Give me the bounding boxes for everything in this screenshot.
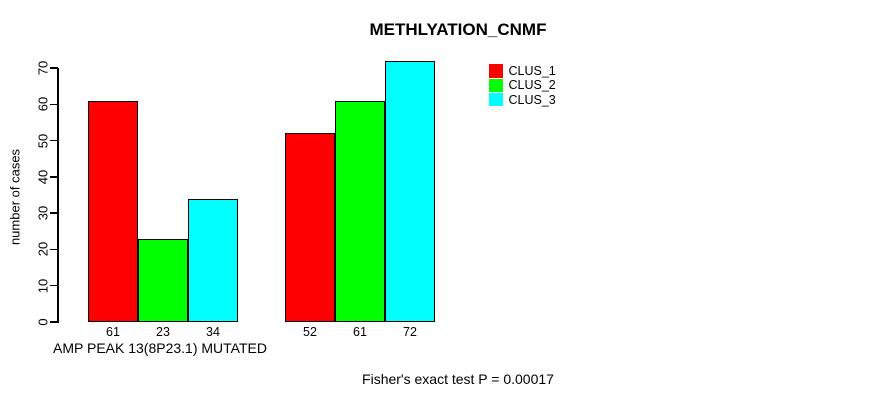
y-tick-label: 70 [35,60,51,76]
y-tick-mark [50,67,58,69]
y-tick-mark [50,248,58,251]
fisher-test-annotation: Fisher's exact test P = 0.00017 [362,371,554,387]
legend: CLUS_1 CLUS_2 CLUS_3 [489,64,556,107]
bar-clus_3-group1 [188,198,238,322]
y-tick-label: 0 [35,318,51,326]
y-tick-label: 20 [35,242,51,257]
chart-title: METHLYATION_CNMF [369,20,547,39]
legend-label: CLUS_3 [508,92,556,107]
legend-swatch-clus_1 [489,64,503,78]
bar-clus_1-group2 [285,133,335,322]
y-axis-line [57,68,59,323]
y-tick-mark [50,284,58,287]
legend-item: CLUS_3 [489,93,556,107]
x-group-label: AMP PEAK 13(8P23.1) MUTATED [53,340,267,356]
bar-value-label: 52 [303,325,317,339]
y-axis-title: number of cases [7,148,23,246]
bar-clus_3-group2 [385,60,435,322]
y-tick-label: 40 [35,169,51,185]
y-tick-mark [50,212,58,214]
bar-value-label: 23 [156,325,170,339]
legend-swatch-clus_3 [489,92,503,107]
y-tick-mark [50,139,58,142]
bar-clus_2-group2 [335,100,385,322]
legend-item: CLUS_2 [489,78,556,92]
y-tick-label: 50 [35,133,51,148]
legend-label: CLUS_1 [508,64,556,78]
legend-label: CLUS_2 [508,78,556,93]
legend-swatch-clus_2 [489,78,503,93]
bar-value-label: 61 [353,325,367,339]
legend-item: CLUS_1 [489,64,556,78]
y-tick-mark [50,321,58,323]
bar-clus_1-group1 [88,100,138,322]
y-tick-mark [50,176,58,178]
y-tick-label: 30 [35,205,51,221]
bar-clus_2-group1 [138,238,188,322]
bar-value-label: 34 [206,325,220,339]
bar-value-label: 61 [106,325,120,339]
y-tick-label: 10 [35,278,51,293]
bar-value-label: 72 [403,325,417,339]
y-tick-mark [50,103,58,106]
y-tick-label: 60 [35,97,51,112]
